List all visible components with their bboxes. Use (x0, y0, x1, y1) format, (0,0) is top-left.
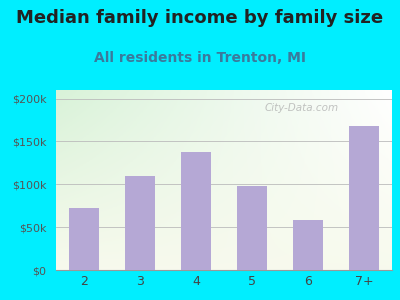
Text: All residents in Trenton, MI: All residents in Trenton, MI (94, 51, 306, 65)
Bar (293, 220, 324, 270)
Bar (348, 126, 379, 270)
Bar (181, 152, 212, 270)
Text: Median family income by family size: Median family income by family size (16, 9, 384, 27)
Bar (125, 176, 155, 270)
Text: City-Data.com: City-Data.com (264, 103, 338, 112)
Bar (69, 208, 100, 270)
Bar (237, 186, 268, 270)
